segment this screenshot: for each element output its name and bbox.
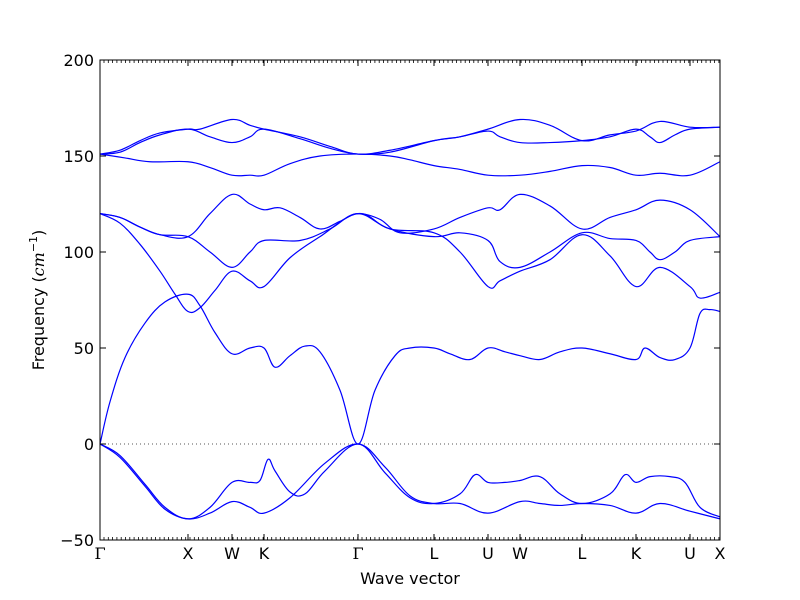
y-axis-title: Frequency (cm−1) <box>27 230 48 371</box>
dispersion-branch-7 <box>99 293 721 445</box>
plot-frame <box>99 59 721 541</box>
y-tick-label: 50 <box>74 339 94 358</box>
x-tick-label: K <box>631 544 642 563</box>
x-tick-label: U <box>684 544 696 563</box>
dispersion-branch-9 <box>99 443 721 520</box>
x-tick-label: X <box>715 544 726 563</box>
x-tick-label: U <box>482 544 494 563</box>
x-tick-label: L <box>578 544 587 563</box>
y-axis-title-exponent: −1 <box>27 236 40 252</box>
x-axis-title: Wave vector <box>360 569 460 588</box>
dispersion-branch-2 <box>99 126 721 156</box>
dispersion-branch-8 <box>99 443 721 520</box>
y-tick-label: −50 <box>60 531 94 550</box>
dispersion-branch-3 <box>99 153 721 177</box>
y-axis-title-suffix: ) <box>29 230 48 236</box>
x-tick-label: Γ <box>352 544 363 563</box>
x-tick-label: L <box>430 544 439 563</box>
x-tick-label: Γ <box>94 544 105 563</box>
y-tick-label: 150 <box>63 147 94 166</box>
y-tick-label: 0 <box>84 435 94 454</box>
x-tick-label: W <box>512 544 528 563</box>
y-tick-label: 200 <box>63 51 94 70</box>
y-axis-ticks: −50 0 50 100 150 200 <box>60 51 720 550</box>
minor-ticks <box>103 60 720 540</box>
dispersion-branch-6 <box>99 212 721 314</box>
y-tick-label: 100 <box>63 243 94 262</box>
dispersion-branch-4 <box>99 193 721 239</box>
x-tick-label: K <box>259 544 270 563</box>
x-tick-label: W <box>224 544 240 563</box>
x-tick-label: X <box>183 544 194 563</box>
y-axis-title-prefix: Frequency ( <box>29 276 48 370</box>
dispersion-branches <box>99 118 721 520</box>
dispersion-branch-5 <box>99 213 721 269</box>
y-axis-title-unit: cm <box>29 252 48 276</box>
